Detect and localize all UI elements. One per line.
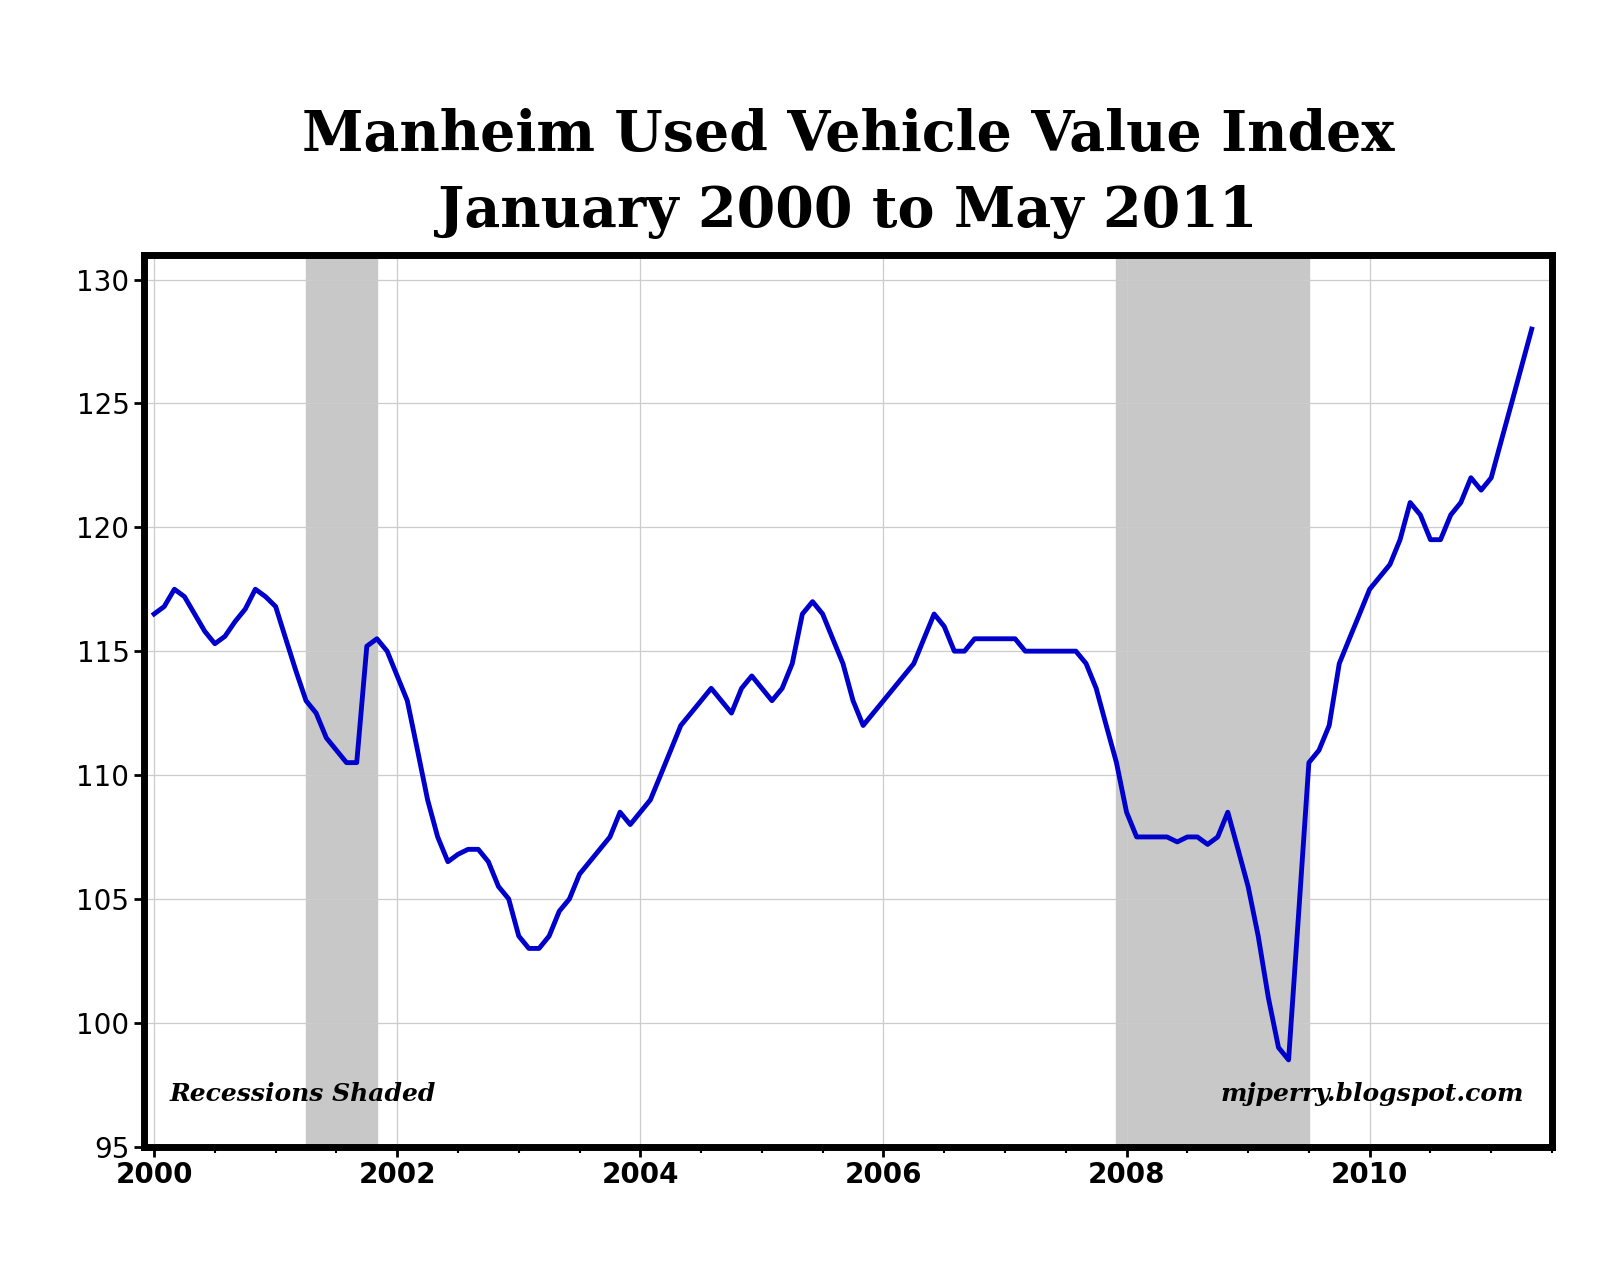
Title: Manheim Used Vehicle Value Index
January 2000 to May 2011: Manheim Used Vehicle Value Index January…	[302, 107, 1394, 240]
Bar	[306, 255, 378, 1147]
Text: Recessions Shaded: Recessions Shaded	[170, 1083, 435, 1106]
Bar	[1117, 255, 1309, 1147]
Text: mjperry.blogspot.com: mjperry.blogspot.com	[1221, 1083, 1523, 1106]
